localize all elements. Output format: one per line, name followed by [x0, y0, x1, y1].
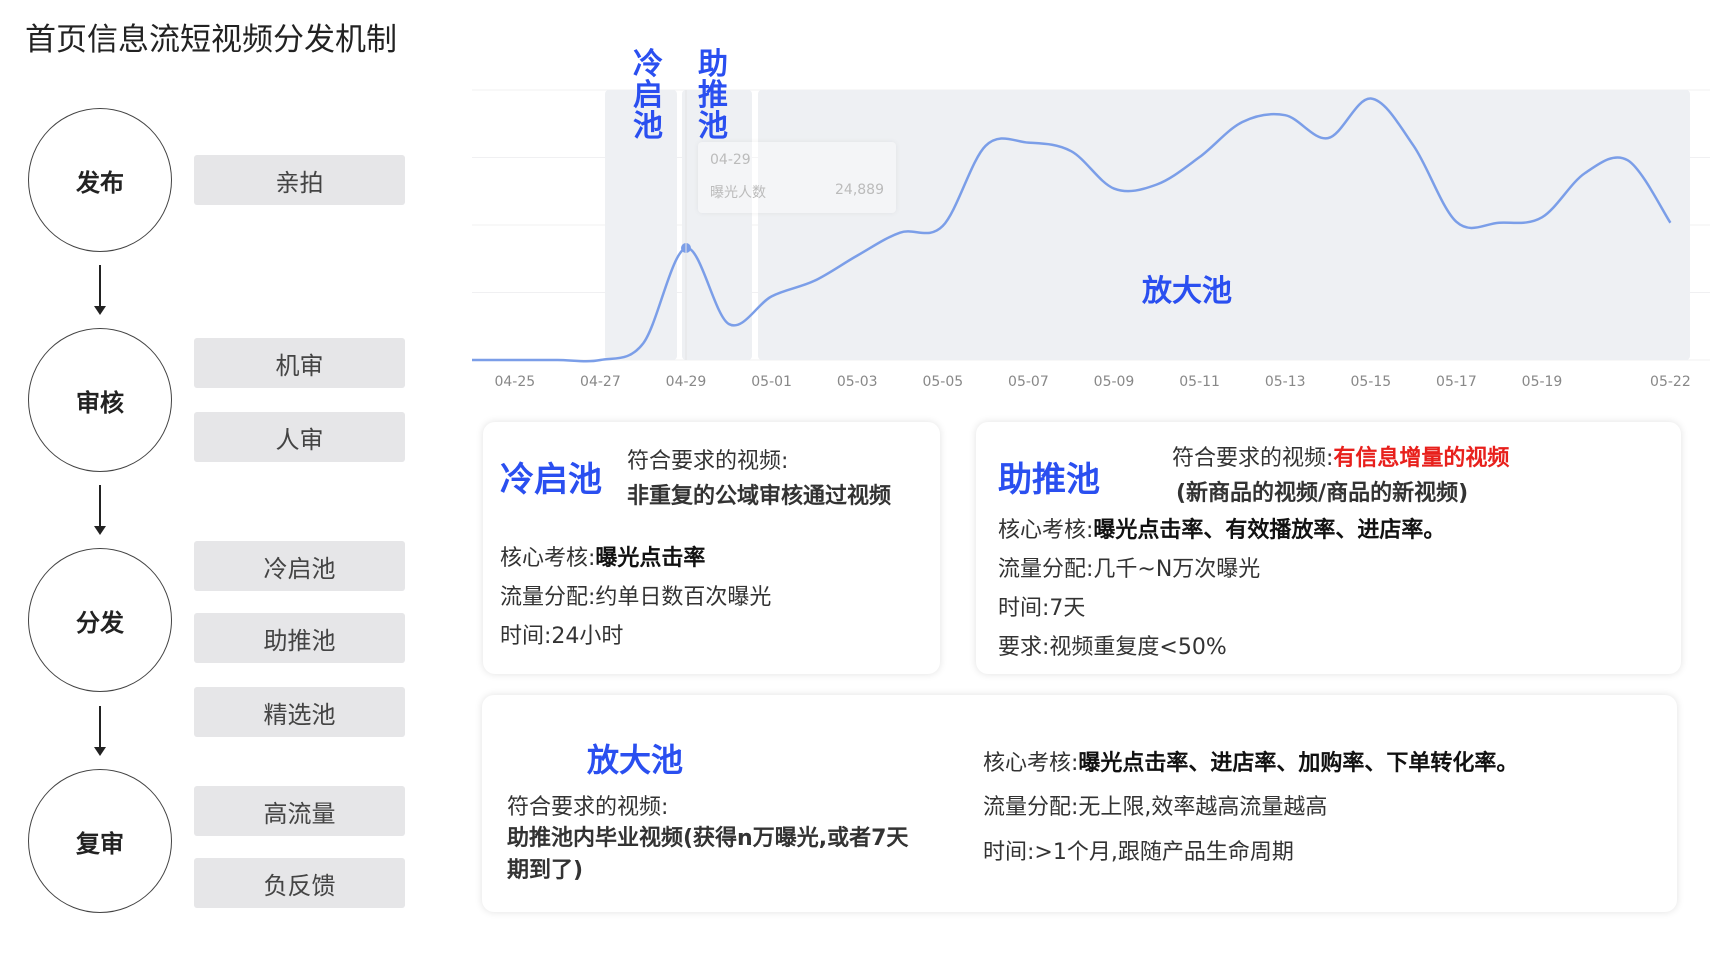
region-label-amplify: 放大池 — [1142, 274, 1232, 309]
card-cold-pool: 冷启池 符合要求的视频: 非重复的公域审核通过视频 核心考核:曝光点击率 流量分… — [483, 422, 940, 674]
page-title: 首页信息流短视频分发机制 — [25, 22, 397, 58]
region-label-boost: 助推池 — [698, 47, 728, 144]
req-value: 非重复的公域审核通过视频 — [627, 484, 892, 509]
arrow-down-icon — [94, 265, 106, 315]
tooltip-metric: 曝光人数 — [710, 185, 766, 201]
x-tick-label: 05-19 — [1522, 374, 1563, 390]
arrow-down-icon — [94, 706, 106, 756]
stage-publish: 发布 — [28, 108, 172, 252]
time: 时间:>1个月,跟随产品生命周期 — [983, 840, 1294, 865]
region-1 — [682, 90, 752, 360]
time: 时间:7天 — [998, 596, 1086, 621]
kpi-label: 核心考核: — [998, 518, 1094, 543]
card-boost-pool: 助推池 符合要求的视频:有信息增量的视频 (新商品的视频/商品的新视频) 核心考… — [976, 422, 1681, 674]
tooltip-value: 24,889 — [835, 182, 884, 198]
req-value-2: (新商品的视频/商品的新视频) — [1176, 481, 1469, 506]
x-tick-label: 05-17 — [1436, 374, 1477, 390]
stage-distribute: 分发 — [28, 548, 172, 692]
card-title: 助推池 — [998, 460, 1100, 500]
x-tick-label: 04-27 — [580, 374, 621, 390]
stage-review: 审核 — [28, 328, 172, 472]
traffic: 流量分配:几千~N万次曝光 — [998, 557, 1261, 582]
time: 时间:24小时 — [500, 624, 624, 649]
region-label-cold: 冷启池 — [633, 47, 663, 144]
arrow-down-icon — [94, 485, 106, 535]
item-self-shoot: 亲拍 — [194, 155, 405, 205]
x-tick-label: 05-07 — [1008, 374, 1049, 390]
kpi-value: 曝光点击率 — [595, 546, 706, 571]
card-title: 放大池 — [587, 741, 684, 779]
item-machine-review: 机审 — [194, 338, 405, 388]
x-tick-label: 05-15 — [1350, 374, 1391, 390]
x-tick-label: 04-25 — [494, 374, 535, 390]
x-tick-label: 04-29 — [666, 374, 707, 390]
line-chart: 04-25 04-27 04-29 05-01 05-03 05-05 05-07 05-09… — [472, 89, 1710, 390]
x-tick-label: 05-03 — [837, 374, 878, 390]
region-2 — [758, 90, 1690, 360]
req-value: 有信息增量的视频 — [1333, 446, 1510, 471]
item-cold-pool: 冷启池 — [194, 541, 405, 591]
requirement: 要求:视频重复度<50% — [998, 635, 1227, 660]
tooltip: 04-29 曝光人数 24,889 — [698, 142, 896, 213]
traffic: 流量分配:无上限,效率越高流量越高 — [983, 795, 1328, 820]
kpi-label: 核心考核: — [983, 751, 1079, 776]
req: 符合要求的视频:有信息增量的视频 — [1172, 440, 1509, 472]
item-boost-pool: 助推池 — [194, 613, 405, 663]
x-tick-label: 05-22 — [1650, 374, 1691, 390]
item-human-review: 人审 — [194, 412, 405, 462]
kpi-value: 曝光点击率、有效播放率、进店率。 — [1093, 518, 1446, 543]
series-line — [472, 97, 1672, 363]
card-title: 冷启池 — [500, 460, 602, 500]
item-negative-feedback: 负反馈 — [194, 858, 405, 908]
req-label: 符合要求的视频: — [1172, 446, 1334, 471]
region-0 — [605, 90, 677, 360]
x-tick-label: 05-01 — [751, 374, 792, 390]
traffic: 流量分配:约单日数百次曝光 — [500, 585, 772, 610]
kpi: 核心考核:曝光点击率、有效播放率、进店率。 — [998, 512, 1445, 544]
item-select-pool: 精选池 — [194, 687, 405, 737]
x-tick-label: 05-09 — [1094, 374, 1135, 390]
req-label: 符合要求的视频: — [627, 449, 789, 474]
x-tick-label: 05-13 — [1265, 374, 1306, 390]
stage-recheck: 复审 — [28, 769, 172, 913]
x-tick-label: 05-05 — [922, 374, 963, 390]
kpi: 核心考核:曝光点击率 — [500, 540, 705, 572]
tooltip-date: 04-29 — [710, 152, 751, 168]
req-value: 助推池内毕业视频(获得n万曝光,或者7天期到了) — [507, 826, 909, 883]
x-tick-label: 05-11 — [1179, 374, 1220, 390]
kpi-value: 曝光点击率、进店率、加购率、下单转化率。 — [1078, 751, 1519, 776]
item-high-traffic: 高流量 — [194, 786, 405, 836]
kpi-label: 核心考核: — [500, 546, 596, 571]
kpi: 核心考核:曝光点击率、进店率、加购率、下单转化率。 — [983, 745, 1518, 777]
card-amplify-pool: 放大池 符合要求的视频: 助推池内毕业视频(获得n万曝光,或者7天期到了) 核心… — [482, 695, 1677, 912]
req-label: 符合要求的视频: — [507, 795, 669, 820]
